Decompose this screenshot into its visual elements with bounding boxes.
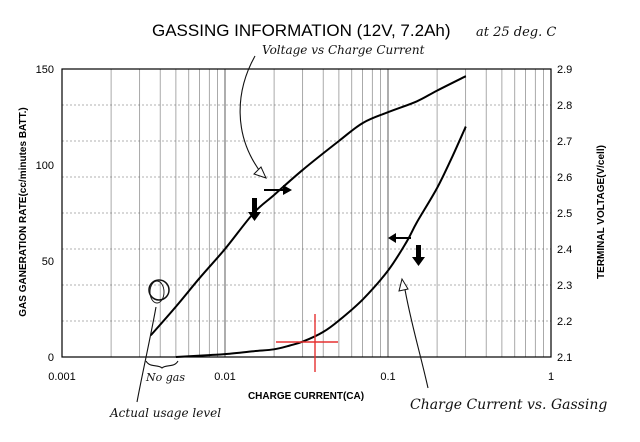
x-tick-label: 1 xyxy=(548,371,554,383)
gassing-curve xyxy=(175,126,467,358)
x-tick-labels: 0.001 0.01 0.1 1 xyxy=(48,371,554,383)
y-left-tick-label: 50 xyxy=(42,256,54,268)
annotation-voltage: Voltage vs Charge Current xyxy=(262,43,425,57)
chart-subtitle: at 25 deg. C xyxy=(476,25,556,40)
no-gas-bracket xyxy=(145,360,179,369)
y-right-tick-label: 2.7 xyxy=(557,136,572,148)
y-right-tick-label: 2.8 xyxy=(557,100,572,112)
down-arrow-icon-2 xyxy=(412,245,425,266)
annotation-gassing-arrowhead xyxy=(398,277,409,292)
y-right-tick-label: 2.6 xyxy=(557,172,572,184)
x-tick-label: 0.001 xyxy=(48,371,76,383)
usage-level-pointer xyxy=(136,306,157,403)
annotation-no-gas: No gas xyxy=(145,371,185,384)
chart-title: GASSING INFORMATION (12V, 7.2Ah) xyxy=(152,21,451,40)
x-tick-label: 0.01 xyxy=(214,371,235,383)
x-tick-label: 0.1 xyxy=(380,371,395,383)
y-right-tick-label: 2.2 xyxy=(557,316,572,328)
y-left-axis-label: GAS GANERATION RATE(cc/minutes BATT.) xyxy=(18,107,29,316)
usage-level-circle-scribble xyxy=(149,280,165,304)
y-left-tick-label: 100 xyxy=(36,160,54,172)
annotation-usage-level: Actual usage level xyxy=(109,406,221,420)
y-left-tick-labels: 0 50 100 150 xyxy=(36,64,54,364)
left-arrow-icon xyxy=(388,233,411,243)
annotation-gassing-arrow xyxy=(403,283,429,389)
usage-level-circle xyxy=(148,279,170,301)
voltage-curve xyxy=(149,75,467,337)
curves xyxy=(149,75,467,358)
y-right-tick-label: 2.3 xyxy=(557,280,572,292)
y-right-tick-label: 2.9 xyxy=(557,64,572,76)
crosshair-marker xyxy=(276,314,338,372)
y-right-tick-label: 2.5 xyxy=(557,208,572,220)
annotation-voltage-arrowhead xyxy=(253,166,267,179)
y-left-tick-label: 0 xyxy=(48,352,54,364)
down-arrow-icon xyxy=(248,198,261,221)
annotation-gassing: Charge Current vs. Gassing xyxy=(410,397,607,413)
plot-frame xyxy=(61,68,552,358)
annotation-voltage-arrow xyxy=(239,55,263,175)
right-arrow-icon xyxy=(264,185,292,195)
y-right-tick-label: 2.4 xyxy=(557,244,572,256)
grid xyxy=(61,69,551,357)
y-left-tick-label: 150 xyxy=(36,64,54,76)
y-right-tick-labels: 2.1 2.2 2.3 2.4 2.5 2.6 2.7 2.8 2.9 xyxy=(557,64,572,364)
x-axis-label: CHARGE CURRENT(CA) xyxy=(248,391,364,402)
y-right-axis-label: TERMINAL VOLTAGE(V/cell) xyxy=(596,145,607,279)
y-right-tick-label: 2.1 xyxy=(557,352,572,364)
